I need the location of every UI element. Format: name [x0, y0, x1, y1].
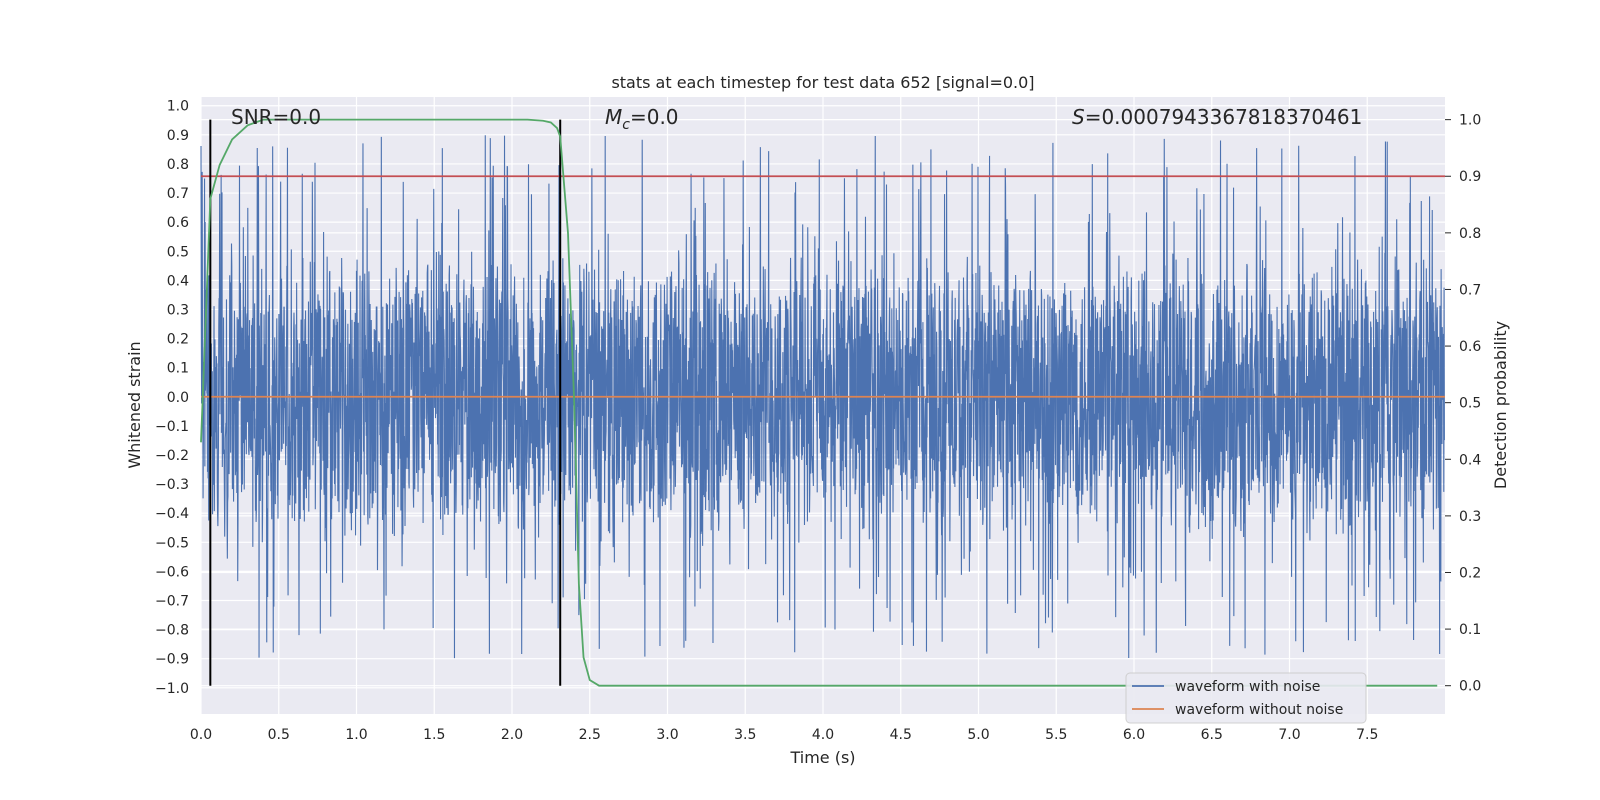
- x-tick-label: 2.0: [501, 727, 523, 743]
- x-tick-label: 5.5: [1045, 727, 1067, 743]
- x-tick-label: 5.0: [967, 727, 989, 743]
- y2-tick-label: 0.3: [1459, 509, 1481, 525]
- legend-label-noise: waveform with noise: [1175, 679, 1320, 695]
- legend: waveform with noise waveform without noi…: [1125, 672, 1367, 724]
- y-tick-label: 0.9: [167, 128, 189, 144]
- y-tick-label: −0.3: [155, 477, 189, 493]
- y2-tick-label: 0.4: [1459, 452, 1481, 468]
- y-tick-label: −0.8: [155, 623, 189, 639]
- x-tick-label: 4.5: [890, 727, 912, 743]
- noise-waveform-line: [200, 135, 1445, 659]
- y2-tick-label: 0.0: [1459, 679, 1481, 695]
- mc-symbol: M: [605, 105, 622, 129]
- y-tick-label: −1.0: [155, 681, 189, 697]
- y-tick-label: −0.2: [155, 448, 189, 464]
- x-tick-label: 6.0: [1123, 727, 1145, 743]
- y2-tick-label: 0.6: [1459, 339, 1481, 355]
- x-tick-label: 6.5: [1201, 727, 1223, 743]
- y-tick-label: 0.0: [167, 390, 189, 406]
- y2-tick-label: 0.9: [1459, 169, 1481, 185]
- y-tick-label: 0.1: [167, 361, 189, 377]
- x-tick-label: 1.0: [345, 727, 367, 743]
- y2-tick-label: 0.7: [1459, 282, 1481, 298]
- y2-tick-label: 0.5: [1459, 396, 1481, 412]
- mc-value: =0.0: [630, 105, 679, 129]
- y-tick-label: 0.3: [167, 302, 189, 318]
- y2-tick-label: 0.8: [1459, 226, 1481, 242]
- x-tick-label: 3.5: [734, 727, 756, 743]
- y-tick-label: 1.0: [167, 99, 189, 115]
- y2-axis-ticks: 1.0 0.9 0.8 0.7 0.6 0.5 0.4 0.3 0.2 0.1 0.0: [1445, 113, 1481, 695]
- x-tick-label: 2.5: [579, 727, 601, 743]
- s-value: =0.0007943367818370461: [1085, 105, 1363, 129]
- y-tick-label: 0.2: [167, 332, 189, 348]
- y-tick-label: 0.5: [167, 244, 189, 260]
- x-tick-label: 0.5: [268, 727, 290, 743]
- y2-tick-label: 0.1: [1459, 622, 1481, 638]
- series-waveform-with-noise: [200, 135, 1445, 659]
- y-tick-label: −0.1: [155, 419, 189, 435]
- s-symbol: S: [1072, 105, 1085, 129]
- mc-annotation: Mc=0.0: [605, 105, 679, 133]
- y2-tick-label: 1.0: [1459, 113, 1481, 129]
- x-axis-ticks: 0.0 0.5 1.0 1.5 2.0 2.5 3.0 3.5 4.0 4.5 5.0 5.5 6.0 6…: [190, 727, 1379, 743]
- x-axis-label: Time (s): [789, 748, 855, 767]
- y2-tick-label: 0.2: [1459, 565, 1481, 581]
- y-tick-label: −0.5: [155, 535, 189, 551]
- y-tick-label: −0.6: [155, 564, 189, 580]
- x-tick-label: 1.5: [423, 727, 445, 743]
- s-annotation: S=0.0007943367818370461: [1072, 105, 1362, 129]
- x-tick-label: 0.0: [190, 727, 212, 743]
- x-tick-label: 7.0: [1278, 727, 1300, 743]
- legend-box: [1125, 672, 1367, 724]
- y-axis-label: Whitened strain: [125, 341, 144, 468]
- snr-annotation: SNR=0.0: [231, 105, 321, 129]
- chart-title: stats at each timestep for test data 652…: [611, 73, 1034, 92]
- x-tick-label: 7.5: [1356, 727, 1378, 743]
- y-tick-label: −0.9: [155, 652, 189, 668]
- y-axis-ticks: 1.0 0.9 0.8 0.7 0.6 0.5 0.4 0.3 0.2 0.1 0.0 −0.1 −0.…: [155, 99, 189, 697]
- y-tick-label: 0.8: [167, 157, 189, 173]
- legend-label-clean: waveform without noise: [1175, 702, 1343, 718]
- x-tick-label: 3.0: [656, 727, 678, 743]
- y-tick-label: −0.7: [155, 593, 189, 609]
- y-tick-label: −0.4: [155, 506, 189, 522]
- y-tick-label: 0.7: [167, 186, 189, 202]
- mc-subscript: c: [622, 117, 630, 133]
- y-tick-label: 0.4: [167, 273, 189, 289]
- y2-axis-label: Detection probability: [1491, 321, 1510, 489]
- x-tick-label: 4.0: [812, 727, 834, 743]
- detection-probability-line: [200, 118, 1438, 687]
- overlay-lines: [200, 118, 1445, 687]
- y-tick-label: 0.6: [167, 215, 189, 231]
